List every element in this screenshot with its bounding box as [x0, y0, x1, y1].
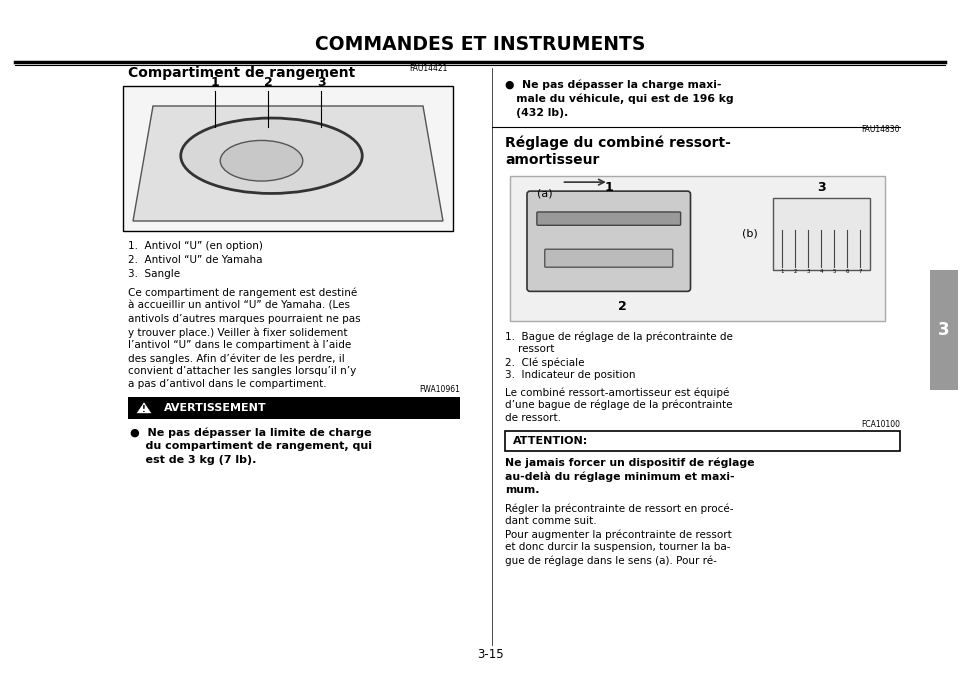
FancyBboxPatch shape [128, 397, 460, 419]
Text: 6: 6 [846, 269, 849, 274]
Text: FWA10961: FWA10961 [420, 385, 460, 394]
Text: 5: 5 [832, 269, 836, 274]
Text: 2: 2 [264, 76, 273, 89]
Text: 3: 3 [938, 321, 949, 339]
Text: du compartiment de rangement, qui: du compartiment de rangement, qui [130, 441, 372, 451]
Text: AVERTISSEMENT: AVERTISSEMENT [164, 403, 267, 413]
Text: de ressort.: de ressort. [505, 413, 561, 423]
Text: 3.  Sangle: 3. Sangle [128, 269, 180, 279]
Text: Le combiné ressort-amortisseur est équipé: Le combiné ressort-amortisseur est équip… [505, 387, 730, 397]
Text: ●  Ne pas dépasser la limite de charge: ● Ne pas dépasser la limite de charge [130, 427, 372, 437]
Text: mum.: mum. [505, 485, 540, 495]
Text: 2.  Clé spéciale: 2. Clé spéciale [505, 357, 585, 367]
FancyBboxPatch shape [537, 212, 681, 225]
Text: 4: 4 [820, 269, 823, 274]
Text: antivols d’autres marques pourraient ne pas: antivols d’autres marques pourraient ne … [128, 314, 361, 324]
FancyBboxPatch shape [773, 198, 870, 271]
Text: Ne jamais forcer un dispositif de réglage: Ne jamais forcer un dispositif de réglag… [505, 457, 755, 468]
Text: male du véhicule, qui est de 196 kg: male du véhicule, qui est de 196 kg [505, 94, 733, 104]
Text: l’antivol “U” dans le compartiment à l’aide: l’antivol “U” dans le compartiment à l’a… [128, 340, 351, 351]
Text: 3-15: 3-15 [477, 648, 503, 662]
Text: dant comme suit.: dant comme suit. [505, 516, 596, 526]
Text: Compartiment de rangement: Compartiment de rangement [128, 66, 355, 80]
Text: est de 3 kg (7 lb).: est de 3 kg (7 lb). [130, 455, 256, 465]
Text: et donc durcir la suspension, tourner la ba-: et donc durcir la suspension, tourner la… [505, 542, 731, 552]
Text: FAU14421: FAU14421 [410, 64, 448, 73]
Text: Réglage du combiné ressort-: Réglage du combiné ressort- [505, 135, 731, 150]
Text: 3: 3 [317, 76, 325, 89]
Polygon shape [136, 401, 152, 414]
Text: ●  Ne pas dépasser la charge maxi-: ● Ne pas dépasser la charge maxi- [505, 80, 722, 90]
Text: 2: 2 [618, 300, 627, 313]
FancyBboxPatch shape [510, 176, 885, 321]
FancyBboxPatch shape [123, 86, 453, 231]
Text: à accueillir un antivol “U” de Yamaha. (Les: à accueillir un antivol “U” de Yamaha. (… [128, 301, 350, 311]
Text: Pour augmenter la précontrainte de ressort: Pour augmenter la précontrainte de resso… [505, 529, 732, 540]
Text: Ce compartiment de rangement est destiné: Ce compartiment de rangement est destiné [128, 288, 357, 298]
Text: gue de réglage dans le sens (a). Pour ré-: gue de réglage dans le sens (a). Pour ré… [505, 555, 717, 565]
Polygon shape [133, 106, 443, 221]
Text: 1.  Bague de réglage de la précontrainte de: 1. Bague de réglage de la précontrainte … [505, 331, 732, 342]
Text: convient d’attacher les sangles lorsqu’il n’y: convient d’attacher les sangles lorsqu’i… [128, 366, 356, 376]
Text: ressort: ressort [505, 344, 554, 354]
Text: 1: 1 [605, 181, 613, 194]
Text: !: ! [142, 405, 146, 414]
Ellipse shape [180, 118, 362, 193]
Text: (a): (a) [538, 188, 553, 198]
Text: (b): (b) [742, 229, 757, 239]
Text: FAU14830: FAU14830 [861, 125, 900, 134]
FancyBboxPatch shape [930, 270, 958, 390]
FancyBboxPatch shape [527, 191, 690, 292]
Text: au-delà du réglage minimum et maxi-: au-delà du réglage minimum et maxi- [505, 471, 734, 481]
Ellipse shape [220, 140, 302, 181]
Text: (432 lb).: (432 lb). [505, 108, 568, 118]
Text: 3: 3 [806, 269, 810, 274]
Text: COMMANDES ET INSTRUMENTS: COMMANDES ET INSTRUMENTS [315, 35, 645, 54]
Text: 3.  Indicateur de position: 3. Indicateur de position [505, 370, 636, 380]
FancyBboxPatch shape [505, 431, 900, 451]
Text: 2: 2 [794, 269, 797, 274]
Text: d’une bague de réglage de la précontrainte: d’une bague de réglage de la précontrain… [505, 400, 732, 410]
Text: 1: 1 [211, 76, 220, 89]
Text: a pas d’antivol dans le compartiment.: a pas d’antivol dans le compartiment. [128, 379, 326, 389]
Text: 2.  Antivol “U” de Yamaha: 2. Antivol “U” de Yamaha [128, 255, 262, 265]
FancyBboxPatch shape [544, 250, 673, 267]
Text: y trouver place.) Veiller à fixer solidement: y trouver place.) Veiller à fixer solide… [128, 327, 348, 338]
Text: FCA10100: FCA10100 [861, 420, 900, 429]
Text: amortisseur: amortisseur [505, 153, 599, 167]
Text: des sangles. Afin d’éviter de les perdre, il: des sangles. Afin d’éviter de les perdre… [128, 353, 345, 363]
Text: 3: 3 [817, 181, 826, 194]
Text: 7: 7 [858, 269, 862, 274]
Text: 1: 1 [780, 269, 784, 274]
Text: Régler la précontrainte de ressort en procé-: Régler la précontrainte de ressort en pr… [505, 503, 733, 513]
Text: 1.  Antivol “U” (en option): 1. Antivol “U” (en option) [128, 241, 263, 251]
Text: ATTENTION:: ATTENTION: [513, 436, 588, 446]
